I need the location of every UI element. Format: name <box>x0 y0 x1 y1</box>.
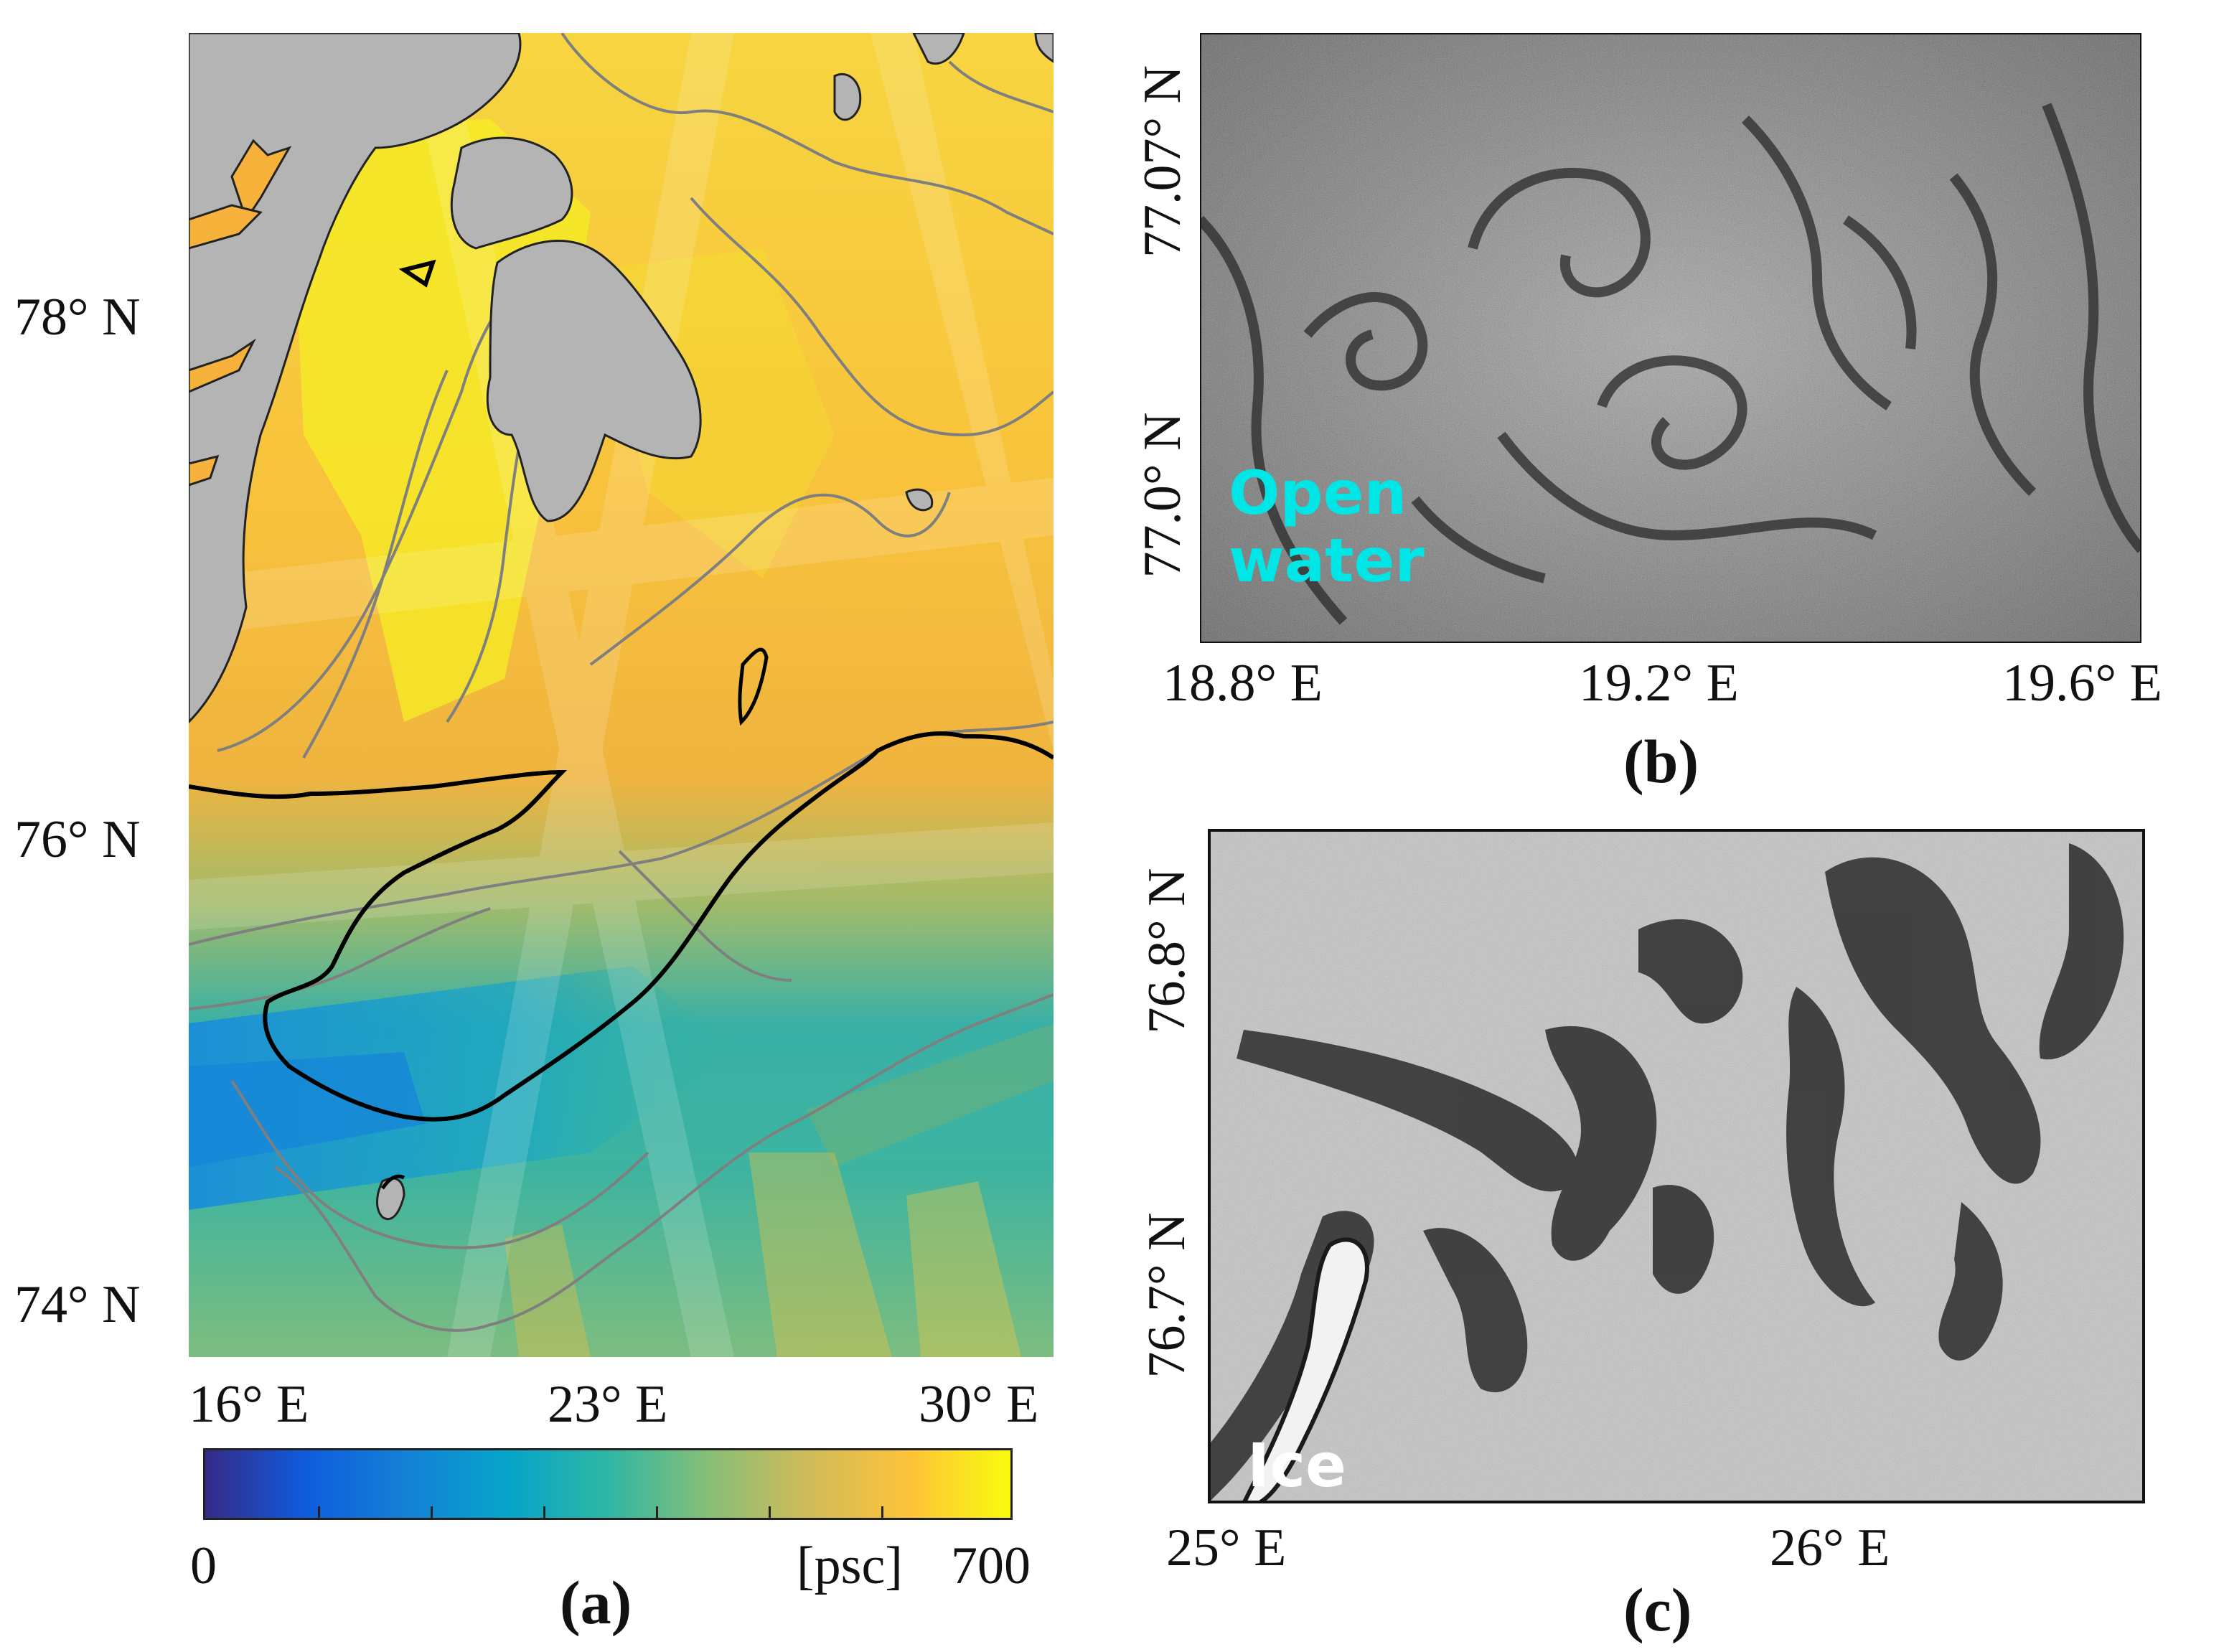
lat-tick-78: 78° N <box>14 288 141 347</box>
lat-tick-77-07: 77.07° N <box>1133 65 1192 258</box>
lon-tick-19-6: 19.6° E <box>2002 654 2162 713</box>
lon-tick-19-2: 19.2° E <box>1579 654 1739 713</box>
map-canvas <box>189 33 1054 1357</box>
colorbar-gradient <box>205 1450 1010 1518</box>
low-psc-region <box>189 966 734 1210</box>
colorbar-max-label: 700 <box>951 1536 1031 1595</box>
lon-tick-30: 30° E <box>919 1375 1039 1434</box>
ice-label: Ice <box>1247 1430 1347 1501</box>
lon-tick-26: 26° E <box>1770 1519 1890 1577</box>
lon-tick-25: 25° E <box>1166 1519 1287 1577</box>
colorbar <box>203 1448 1013 1520</box>
colorbar-unit-label: [psc] <box>797 1536 903 1595</box>
panel-b-sar-image <box>1200 33 2141 643</box>
ice-edge-line <box>189 731 1054 1122</box>
eddy-features <box>1200 103 2141 625</box>
ice-eddy-features <box>1208 843 2124 1503</box>
bright-ice-floe <box>1241 1237 1369 1503</box>
lat-tick-74: 74° N <box>14 1275 141 1334</box>
caption-c: (c) <box>1623 1575 1692 1644</box>
caption-b: (b) <box>1623 727 1699 796</box>
lat-tick-76-7: 76.7° N <box>1137 1212 1196 1379</box>
lon-tick-18-8: 18.8° E <box>1163 654 1323 713</box>
lon-tick-23: 23° E <box>548 1375 668 1434</box>
panel-a-map <box>189 33 1054 1357</box>
land-svalbard <box>189 33 1054 1220</box>
lat-tick-77-0: 77.0° N <box>1133 412 1192 578</box>
open-water-label: Open water <box>1229 458 1425 596</box>
colorbar-min-label: 0 <box>190 1536 217 1595</box>
lat-tick-76-8: 76.8° N <box>1137 868 1196 1034</box>
lat-tick-76: 76° N <box>14 810 141 869</box>
caption-a: (a) <box>560 1568 632 1637</box>
panel-c-sar-image <box>1208 829 2145 1503</box>
lon-tick-16: 16° E <box>189 1375 309 1434</box>
